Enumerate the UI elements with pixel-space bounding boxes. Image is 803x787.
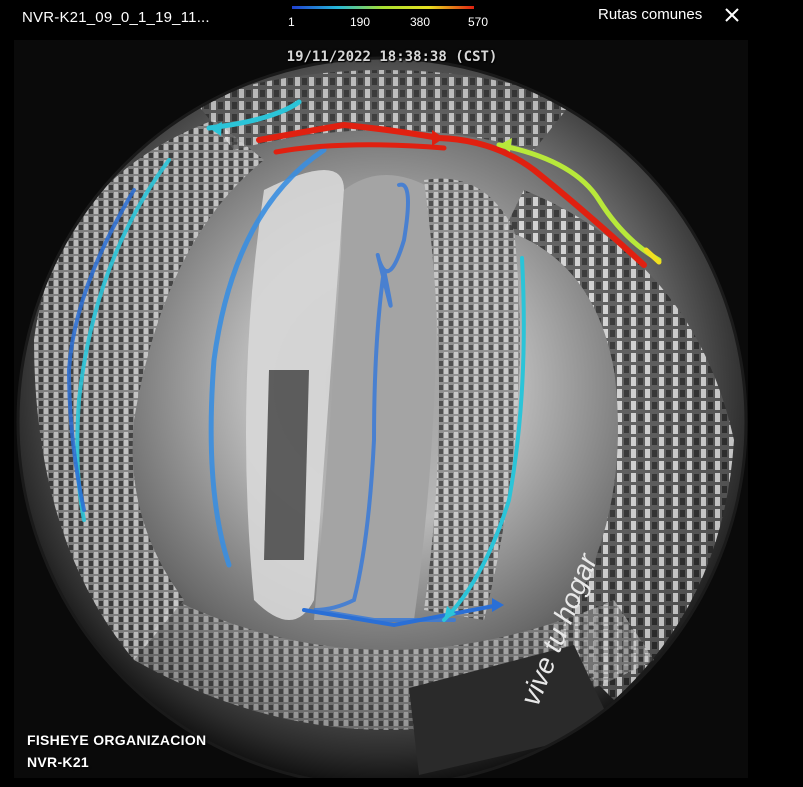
fisheye-image: vive tu hogar: [14, 40, 748, 778]
overlay-label-line1: FISHEYE ORGANIZACION: [27, 732, 206, 748]
top-bar: NVR-K21_09_0_1_19_11... 1 190 380 570 Ru…: [0, 0, 803, 34]
legend-tick: 190: [350, 15, 370, 29]
fisheye-camera-view[interactable]: vive tu hogar 19/11/2022 18:38:38 (CST) …: [14, 40, 748, 778]
legend-tick: 380: [410, 15, 430, 29]
common-routes-button[interactable]: Rutas comunes: [598, 6, 702, 23]
heat-legend: 1 190 380 570: [286, 4, 486, 32]
camera-title: NVR-K21_09_0_1_19_11...: [22, 9, 210, 26]
legend-tick: 570: [468, 15, 488, 29]
legend-gradient-bar: [292, 6, 474, 9]
overlay-label-line2: NVR-K21: [27, 754, 89, 770]
timestamp-overlay: 19/11/2022 18:38:38 (CST): [262, 49, 522, 65]
legend-tick: 1: [288, 15, 295, 29]
close-icon[interactable]: [722, 5, 742, 25]
